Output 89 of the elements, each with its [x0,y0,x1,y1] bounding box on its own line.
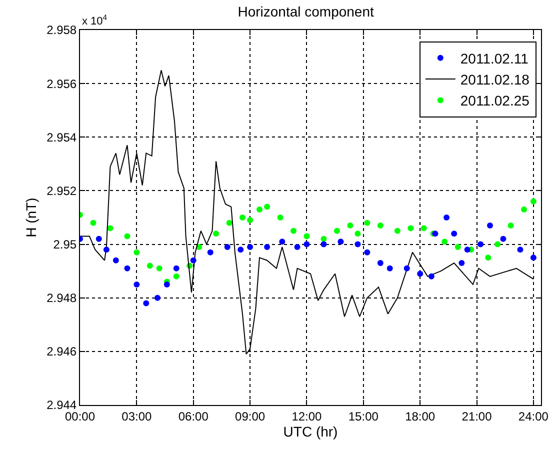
point [320,241,327,248]
point [90,220,96,226]
point [256,206,262,212]
y-tick-label: 2.952 [46,184,77,198]
point [213,230,220,237]
point [485,254,492,261]
text: x 10$^{4}$ [82,13,108,28]
point [134,281,140,288]
point [464,246,470,253]
x-tick-label: 18:00 [405,409,436,424]
point [478,241,484,248]
point [508,222,514,229]
x-tick-label: 24:00 [518,409,549,424]
x-tick-label: 06:00 [178,409,209,424]
y-tick-label: 2.958 [46,23,77,38]
point [143,300,150,306]
point [96,236,102,242]
x-tick-label: 03:00 [122,409,152,424]
point [451,230,458,237]
y-tick-label: 2.946 [46,344,77,359]
y-tick-label: 2.954 [46,130,77,144]
y-tick-label: 2.95 [53,237,77,252]
point [173,265,180,272]
point [500,236,506,242]
point [364,220,370,226]
point [521,206,527,212]
y-tick-label: 2.948 [46,291,77,306]
point [124,265,130,272]
point [458,260,465,266]
point [290,228,296,234]
point [428,273,434,280]
point [386,265,393,272]
point [364,249,370,256]
point [103,246,110,253]
point [377,260,384,266]
point [404,265,410,272]
point [347,222,354,229]
point [224,244,230,250]
x-tick-label: 12:00 [292,409,322,424]
point [304,233,310,240]
point [354,241,361,248]
point [173,273,180,280]
point [112,257,119,264]
x-tick-label: 09:00 [235,409,266,424]
point [154,294,160,301]
x-tick-label: 15:00 [348,409,379,424]
x-axis-title: UTC (hr) [283,424,338,440]
point [408,225,414,232]
point [444,214,450,220]
point [190,257,196,264]
point [279,238,286,245]
point [517,246,524,253]
point [264,204,270,210]
point [486,222,493,229]
point [530,254,536,261]
point [338,238,344,245]
point [442,238,448,245]
y-axis-title: H (nT) [23,198,40,238]
point [377,222,384,229]
point [124,233,130,240]
legend-label: 2011.02.25 [460,92,530,109]
point [334,228,340,234]
point [146,262,153,269]
point [354,230,361,237]
point [304,241,310,248]
point [247,217,254,224]
point [294,244,300,250]
point [394,228,400,234]
point [247,244,254,250]
point [134,249,140,256]
point [226,220,232,226]
point [264,244,270,250]
point [320,236,327,242]
y-tick-label: 2.956 [46,76,77,91]
point [530,198,536,204]
point [239,214,246,220]
point [417,270,424,277]
point [156,265,162,272]
point [277,214,284,220]
point [420,225,427,232]
point [207,249,214,256]
x-tick-label: 21:00 [462,409,492,424]
legend-label: 2011.02.18 [460,72,530,88]
point [454,244,461,250]
point [238,246,244,253]
point [164,281,170,288]
point [494,241,501,248]
legend-label: 2011.02.11 [460,50,529,66]
chart-title: Horizontal component [238,4,374,20]
